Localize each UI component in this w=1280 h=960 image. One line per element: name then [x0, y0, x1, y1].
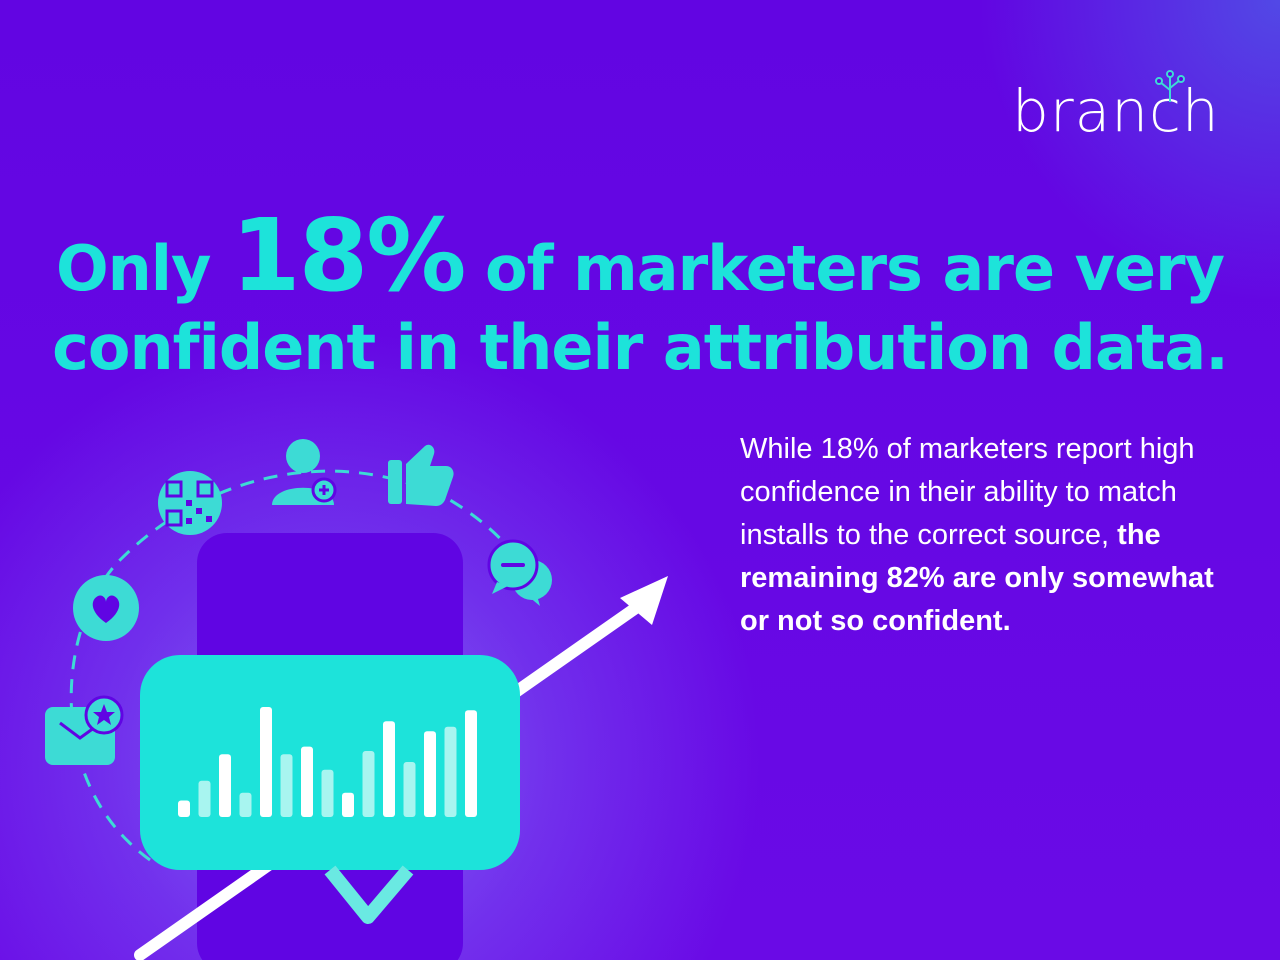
chart-bar [444, 726, 457, 817]
thumbs-up-icon [388, 444, 454, 506]
chart-bar [260, 707, 272, 817]
add-user-icon [272, 439, 337, 505]
chart-bar [219, 754, 231, 817]
chart-bar [239, 792, 252, 817]
chart-bar [424, 731, 436, 817]
chart-bar [465, 710, 477, 817]
headline-line-2: confident in their attribution data. [52, 311, 1229, 384]
chart-bar [301, 746, 313, 817]
chart-card [140, 655, 520, 870]
body-regular-text: While 18% of marketers report high confi… [740, 433, 1195, 551]
chart-bar [280, 754, 293, 817]
headline-percent: 18% [231, 197, 466, 314]
chart-card-pointer [324, 865, 414, 924]
logo-branch-icon [1155, 70, 1185, 102]
chart-bar [342, 792, 354, 817]
chat-bubble-icon [487, 539, 552, 606]
chart-bar [178, 800, 190, 817]
chart-bar [362, 751, 375, 817]
headline-line-1: Only 18% of marketers are very [0, 206, 1280, 306]
headline-post: of marketers are very [464, 232, 1225, 305]
body-paragraph: While 18% of marketers report high confi… [740, 428, 1240, 643]
illustration [45, 439, 668, 960]
chart-bars [178, 707, 477, 817]
branch-logo: branch [1010, 70, 1219, 148]
mail-star-icon [45, 695, 124, 765]
heart-icon [73, 575, 139, 641]
qr-code-icon [158, 471, 222, 535]
body-bold-text: the remaining 82% are only somewhat or n… [740, 519, 1214, 637]
chart-bar [383, 721, 395, 817]
headline: Only 18% of marketers are very confident… [0, 206, 1280, 394]
chart-bar [198, 780, 211, 817]
logo-text: branch [1012, 77, 1220, 145]
chart-bar [321, 769, 334, 817]
headline-pre: Only [55, 232, 232, 305]
chart-bar [403, 762, 416, 817]
